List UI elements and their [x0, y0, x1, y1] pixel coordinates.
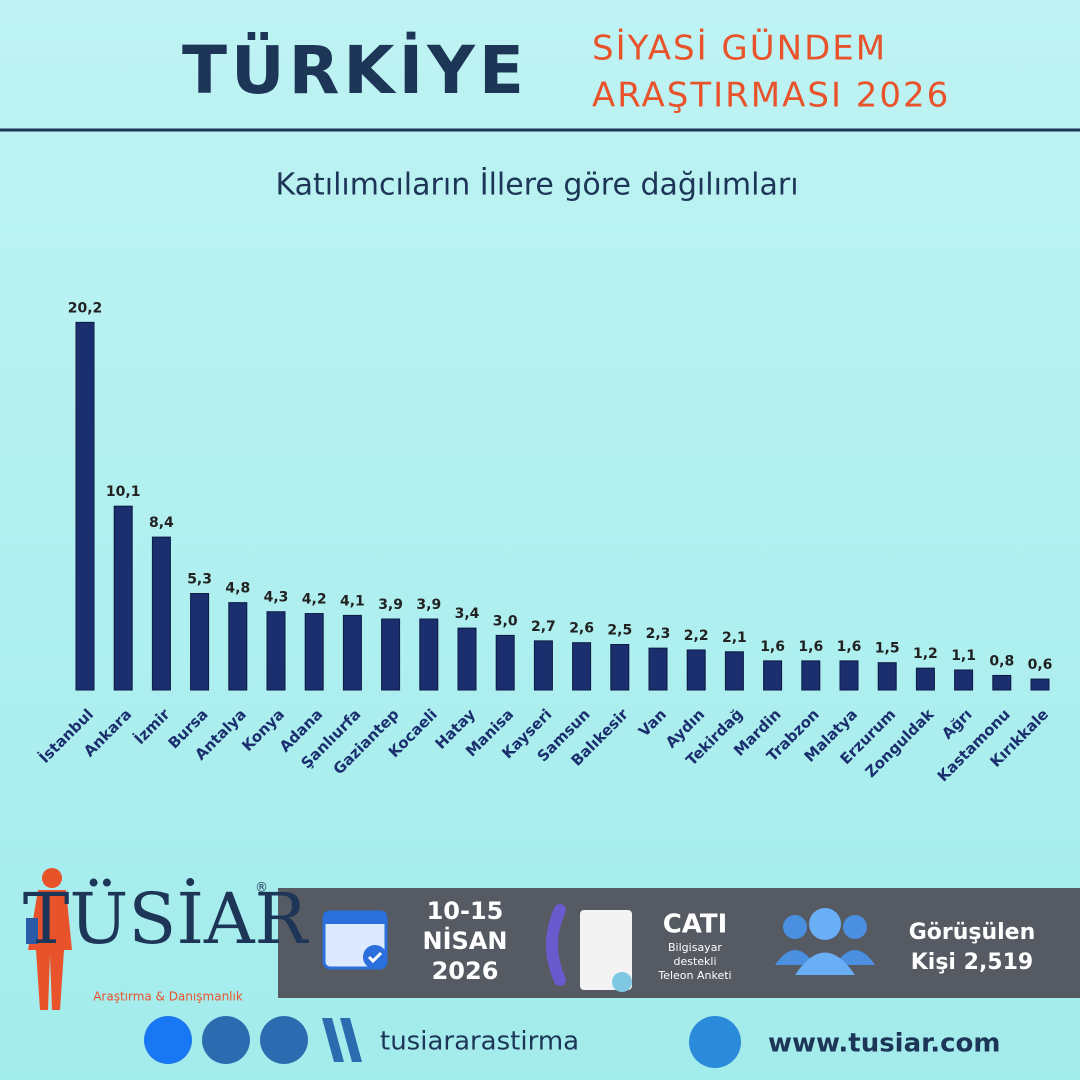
header-subtitle: ARAŞTIRMASI 2026 — [592, 76, 950, 116]
value-label: 2,7 — [531, 619, 556, 635]
logo: TÜSİAR — [23, 878, 310, 960]
logo-folder — [26, 918, 38, 944]
phone-icon — [546, 904, 632, 992]
bar — [572, 642, 592, 691]
logo-registered: ® — [255, 881, 268, 896]
date: 10-15 — [427, 897, 504, 925]
bar — [1030, 678, 1050, 691]
sample: Kişi 2,519 — [911, 950, 1033, 975]
value-label: 20,2 — [68, 300, 103, 316]
value-label: 4,8 — [225, 581, 250, 597]
header-subtitle: SİYASİ GÜNDEM — [592, 28, 887, 69]
bar — [190, 593, 210, 691]
value-label: 4,2 — [302, 592, 327, 608]
method-text: Bilgisayar — [668, 941, 722, 954]
method-text: destekli — [673, 955, 716, 968]
bar — [75, 321, 95, 691]
bar — [266, 611, 286, 691]
value-label: 4,3 — [264, 590, 289, 606]
bar — [763, 660, 783, 691]
bar — [839, 660, 859, 691]
bar — [228, 602, 248, 691]
bar — [419, 618, 439, 691]
date: NİSAN — [423, 926, 508, 955]
sample: Görüşülen — [909, 920, 1036, 945]
value-label: 2,5 — [607, 623, 632, 639]
bar — [992, 674, 1012, 691]
website: www.tusiar.com — [768, 1029, 1001, 1059]
bar — [954, 669, 974, 691]
date: 2026 — [432, 957, 499, 985]
value-label: 1,5 — [875, 641, 900, 657]
method-text: Teleon Anketi — [657, 969, 731, 982]
value-label: 3,9 — [416, 597, 441, 613]
value-label: 4,1 — [340, 593, 365, 609]
bar — [495, 634, 515, 691]
logo-subtitle: Araştırma & Danışmanlık — [93, 990, 243, 1004]
value-label: 3,0 — [493, 613, 518, 629]
value-label: 2,3 — [646, 626, 671, 642]
bar — [381, 618, 401, 691]
calendar-icon — [322, 910, 388, 970]
value-label: 1,6 — [798, 639, 823, 655]
value-label: 1,6 — [760, 639, 785, 655]
bar — [801, 660, 821, 691]
bar — [686, 649, 706, 691]
value-label: 3,4 — [455, 606, 480, 622]
value-label: 1,2 — [913, 646, 938, 662]
bar — [610, 644, 630, 691]
social-icons — [144, 1016, 741, 1068]
bar — [915, 667, 935, 691]
value-label: 8,4 — [149, 515, 174, 531]
bar — [877, 662, 897, 691]
bar — [533, 640, 553, 691]
bar — [342, 614, 362, 691]
people-icon — [775, 908, 875, 975]
value-label: 0,8 — [989, 653, 1014, 669]
bar — [113, 505, 133, 691]
social-handle: tusiararastirma — [380, 1027, 579, 1057]
logo-figure — [28, 868, 72, 1010]
value-label: 3,9 — [378, 597, 403, 613]
bar — [304, 613, 324, 691]
chart-title: Katılımcıların İllere göre dağılımları — [275, 167, 798, 203]
value-label: 1,6 — [837, 639, 862, 655]
header-title: TÜRKİYE — [182, 32, 528, 109]
value-label: 5,3 — [187, 572, 212, 588]
bar — [724, 651, 744, 691]
method-title: CATI — [663, 910, 728, 940]
value-label: 0,6 — [1028, 657, 1053, 673]
value-label: 2,1 — [722, 630, 747, 646]
value-label: 2,6 — [569, 621, 594, 637]
value-label: 2,2 — [684, 628, 709, 644]
value-label: 1,1 — [951, 648, 976, 664]
info-bar — [278, 888, 1080, 998]
bar — [457, 627, 477, 691]
value-label: 10,1 — [106, 484, 141, 500]
bar — [648, 647, 668, 691]
bar — [151, 536, 171, 691]
